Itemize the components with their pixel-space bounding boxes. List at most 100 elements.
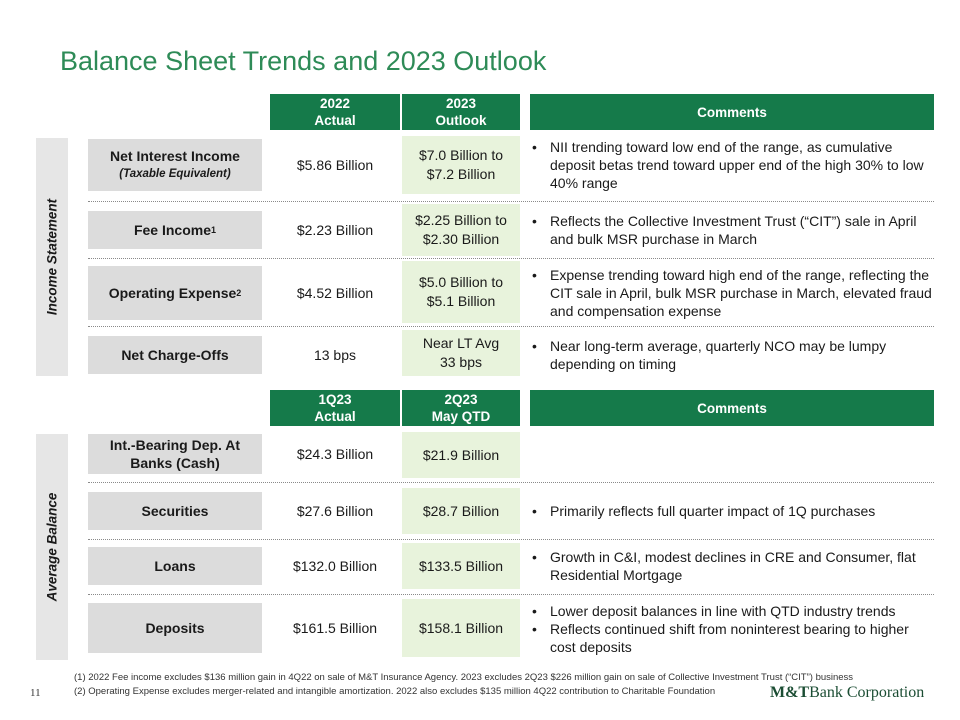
bullet-dot: • <box>532 139 537 155</box>
page-number: 11 <box>30 687 41 699</box>
outlook-line1: $2.25 Billion to <box>415 212 507 228</box>
outlook-net-interest-income: $7.0 Billion to $7.2 Billion <box>402 136 520 194</box>
bullet-dot: • <box>532 549 537 565</box>
outlook-fee-income: $2.25 Billion to $2.30 Billion <box>402 204 520 256</box>
qtd-int-bearing-dep: $21.9 Billion <box>402 432 520 478</box>
outlook-line1: $7.0 Billion to <box>418 147 504 163</box>
row-label-line1: Int.-Bearing Dep. At <box>109 437 241 453</box>
row-label-net-interest-income: Net Interest Income (Taxable Equivalent) <box>88 139 262 191</box>
side-label-average-balance-text: Average Balance <box>44 492 60 602</box>
row-sublabel-text: (Taxable Equivalent) <box>119 168 231 180</box>
comment-text: Reflects the Collective Investment Trust… <box>550 213 917 247</box>
comment-bullet: • Primarily reflects full quarter impact … <box>532 502 932 520</box>
actual-net-charge-offs: 13 bps <box>313 346 357 363</box>
bullet-dot: • <box>532 213 537 229</box>
comment-text: Near long-term average, quarterly NCO ma… <box>550 338 887 372</box>
comments-loans: • Growth in C&I, modest declines in CRE a… <box>532 546 932 586</box>
header-comments-2: Comments <box>530 390 934 426</box>
actual-loans: $132.0 Billion <box>292 557 378 574</box>
outlook-line2: $2.30 Billion <box>422 231 500 247</box>
outlook-net-charge-offs: Near LT Avg 33 bps <box>402 330 520 376</box>
header-1q23-actual-line2: Actual <box>314 409 356 424</box>
actual-net-interest-income: $5.86 Billion <box>296 156 374 173</box>
header-2022-actual-line2: Actual <box>314 113 356 128</box>
row-label-text: Net Interest Income <box>110 148 240 164</box>
outlook-line2: $7.2 Billion <box>426 166 496 182</box>
comment-text: Expense trending toward high end of the … <box>550 267 932 319</box>
header-1q23-actual-line1: 1Q23 <box>318 392 352 407</box>
comments-securities: • Primarily reflects full quarter impact … <box>532 492 932 530</box>
actual-securities: $27.6 Billion <box>296 502 374 519</box>
outlook-operating-expense: $5.0 Billion to $5.1 Billion <box>402 261 520 323</box>
outlook-line1: Near LT Avg <box>422 335 500 351</box>
actual-fee-income: $2.23 Billion <box>296 221 374 238</box>
row-label-int-bearing-dep: Int.-Bearing Dep. At Banks (Cash) <box>88 434 262 474</box>
comment-bullet: • Reflects continued shift from nonintere… <box>532 620 932 656</box>
qtd-loans: $133.5 Billion <box>402 543 520 589</box>
row-separator <box>88 594 934 595</box>
row-separator <box>88 201 934 202</box>
bullet-dot: • <box>532 267 537 283</box>
logo-rest: Bank Corporation <box>809 684 925 701</box>
comments-operating-expense: • Expense trending toward high end of the… <box>532 264 932 322</box>
comment-bullet: • Near long-term average, quarterly NCO m… <box>532 337 932 373</box>
comment-text: Lower deposit balances in line with QTD … <box>550 603 896 619</box>
comments-deposits: • Lower deposit balances in line with QTD… <box>532 601 932 657</box>
row-label-text: Fee Income <box>133 222 211 238</box>
row-label-text: Deposits <box>145 620 205 636</box>
outlook-line1: $5.0 Billion to <box>418 274 504 290</box>
bullet-dot: • <box>532 503 537 519</box>
header-1q23-actual: 1Q23 Actual <box>270 390 400 426</box>
footnote-1: (1) 2022 Fee income excludes $136 millio… <box>74 672 854 683</box>
header-2023-outlook-line1: 2023 <box>445 96 477 111</box>
row-label-line2: Banks (Cash) <box>130 455 220 471</box>
row-label-loans: Loans <box>88 547 262 585</box>
comment-bullet: • Growth in C&I, modest declines in CRE a… <box>532 548 932 584</box>
company-logo: M&TBank Corporation <box>770 684 924 702</box>
side-label-income-statement: Income Statement <box>36 138 68 376</box>
footnote-2: (2) Operating Expense excludes merger-re… <box>74 685 716 697</box>
bullet-dot: • <box>532 338 537 354</box>
row-label-fee-income: Fee Income 1 <box>88 211 262 249</box>
footnote-ref-2: 2 <box>236 288 242 298</box>
row-label-net-charge-offs: Net Charge-Offs <box>88 336 262 374</box>
row-separator <box>88 482 934 483</box>
header-2022-actual: 2022 Actual <box>270 94 400 130</box>
header-2q23-may-qtd-line1: 2Q23 <box>444 392 478 407</box>
comment-bullet: • Expense trending toward high end of the… <box>532 266 932 320</box>
comment-bullet: • NII trending toward low end of the rang… <box>532 138 932 192</box>
row-separator <box>88 539 934 540</box>
bullet-dot: • <box>532 603 537 619</box>
comments-net-interest-income: • NII trending toward low end of the rang… <box>532 137 932 193</box>
header-2q23-may-qtd-line2: May QTD <box>431 409 491 424</box>
side-label-average-balance: Average Balance <box>36 434 68 660</box>
qtd-deposits: $158.1 Billion <box>402 599 520 657</box>
comment-text: Primarily reflects full quarter impact o… <box>550 503 876 519</box>
side-label-income-statement-text: Income Statement <box>44 198 60 316</box>
row-label-operating-expense: Operating Expense 2 <box>88 266 262 320</box>
qtd-securities: $28.7 Billion <box>402 488 520 534</box>
outlook-line2: $5.1 Billion <box>426 293 496 309</box>
comments-net-charge-offs: • Near long-term average, quarterly NCO m… <box>532 336 932 374</box>
page-title: Balance Sheet Trends and 2023 Outlook <box>60 46 547 76</box>
row-label-text: Loans <box>154 558 196 574</box>
comment-text: NII trending toward low end of the range… <box>550 139 924 191</box>
row-label-text: Net Charge-Offs <box>121 347 229 363</box>
actual-operating-expense: $4.52 Billion <box>296 284 374 301</box>
comment-bullet: • Reflects the Collective Investment Trus… <box>532 212 932 248</box>
row-label-securities: Securities <box>88 492 262 530</box>
footnote-ref-1: 1 <box>211 225 217 235</box>
row-separator <box>88 258 934 259</box>
footnotes: (1) 2022 Fee income excludes $136 millio… <box>74 671 853 698</box>
bullet-dot: • <box>532 621 537 637</box>
header-2023-outlook-line2: Outlook <box>435 113 487 128</box>
row-label-deposits: Deposits <box>88 603 262 653</box>
comment-text: Reflects continued shift from noninteres… <box>550 621 909 655</box>
comment-text: Growth in C&I, modest declines in CRE an… <box>550 549 916 583</box>
logo-brand: M&T <box>770 684 810 701</box>
comment-bullet: • Lower deposit balances in line with QTD… <box>532 602 932 620</box>
actual-int-bearing-dep: $24.3 Billion <box>296 445 374 462</box>
header-2022-actual-line1: 2022 <box>319 96 351 111</box>
header-2023-outlook: 2023 Outlook <box>402 94 520 130</box>
row-label-text: Securities <box>141 503 209 519</box>
